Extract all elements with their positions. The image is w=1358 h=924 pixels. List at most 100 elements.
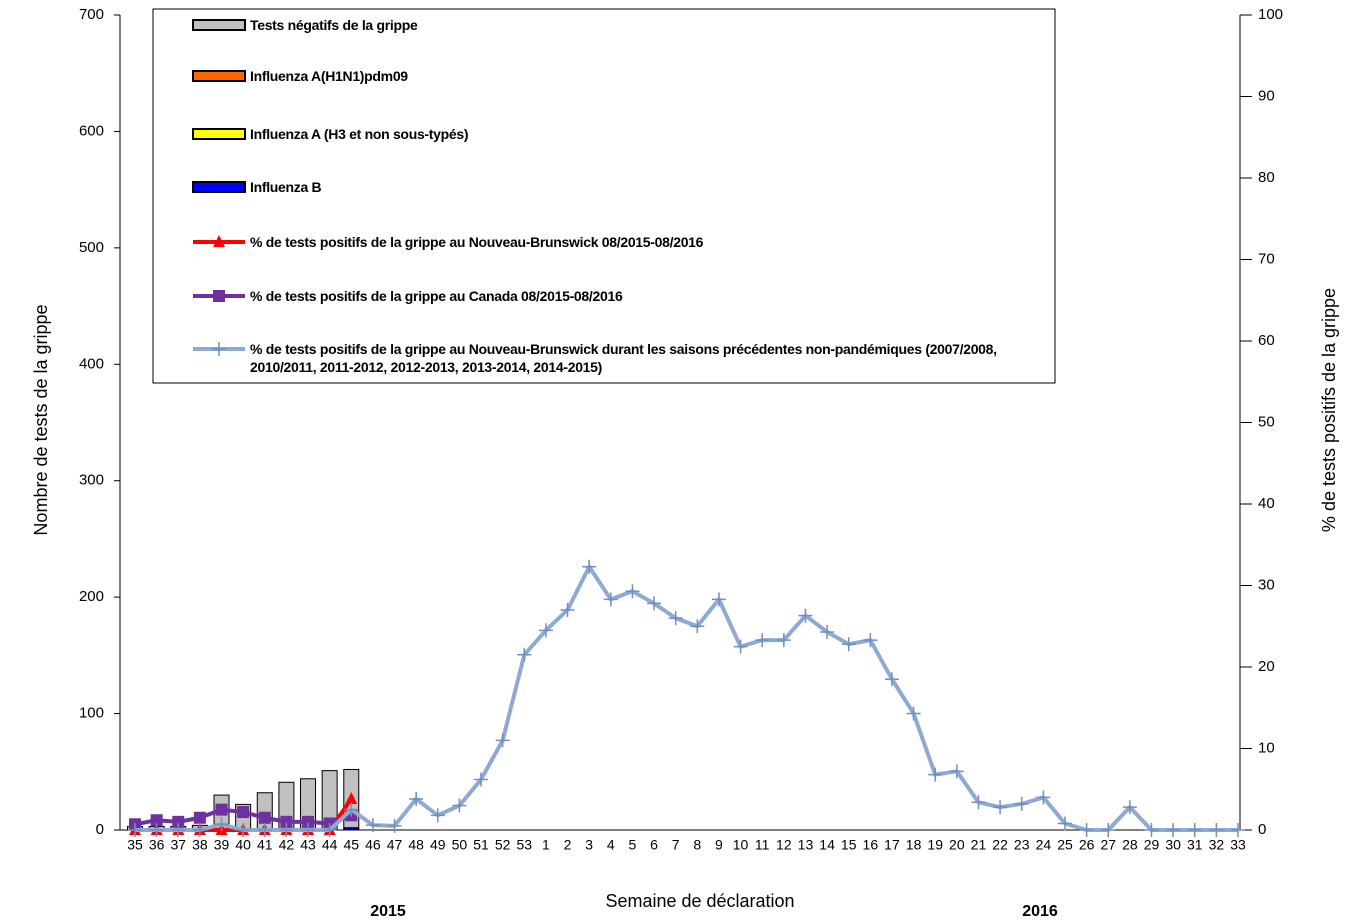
x-tick-label: 41 [257,837,273,853]
marker [668,611,683,626]
legend-swatch [192,128,246,140]
x-tick-label: 4 [607,837,615,853]
x-tick-label: 32 [1209,837,1225,853]
y2-tick-label: 0 [1258,821,1266,838]
marker [1166,823,1181,837]
year-label: 2015 [370,903,406,920]
x-tick-label: 45 [343,837,359,853]
marker [1144,823,1159,837]
x-tick-label: 36 [149,837,165,853]
x-tick-label: 24 [1036,837,1052,853]
x-tick-label: 29 [1144,837,1160,853]
y2-tick-label: 50 [1258,413,1275,430]
marker [237,806,250,819]
marker [1057,816,1072,831]
x-tick-label: 47 [387,837,403,853]
marker [1079,823,1094,837]
marker [215,803,228,816]
y-tick-label: 0 [96,821,104,838]
x-tick-label: 20 [949,837,965,853]
marker [452,798,467,813]
year-label: 2016 [1022,903,1058,920]
marker [345,792,358,805]
x-tick-label: 2 [564,837,572,853]
legend-swatch [192,19,246,31]
marker [1014,796,1029,811]
marker [149,823,164,837]
y2-tick-label: 60 [1258,332,1275,349]
x-tick-label: 25 [1057,837,1073,853]
x-tick-label: 49 [430,837,446,853]
marker [993,800,1008,815]
marker [971,795,986,810]
marker [495,733,510,748]
x-axis-title: Semaine de déclaration [605,891,794,911]
marker [603,592,618,607]
y-tick-label: 200 [79,588,104,605]
x-tick-label: 51 [473,837,489,853]
marker [928,767,943,782]
y2-tick-label: 80 [1258,169,1275,186]
x-tick-label: 12 [776,837,792,853]
x-tick-label: 7 [672,837,680,853]
marker [409,792,424,807]
y-axis-title: Nombre de tests de la grippe [31,304,51,535]
legend-label: Influenza A (H3 et non sous-typés) [250,126,469,142]
x-tick-label: 46 [365,837,381,853]
x-tick-label: 37 [170,837,186,853]
marker [863,633,878,648]
marker [1187,823,1202,837]
x-tick-label: 48 [408,837,424,853]
x-tick-label: 13 [798,837,814,853]
y2-tick-label: 30 [1258,576,1275,593]
marker [582,559,597,574]
marker [1101,823,1116,837]
x-tick-label: 26 [1079,837,1095,853]
x-tick-label: 42 [279,837,295,853]
y-tick-label: 600 [79,122,104,139]
marker [538,623,553,638]
legend-marker [212,342,226,356]
y-tick-label: 700 [79,6,104,23]
legend-label: Influenza B [250,179,322,195]
marker [257,823,272,837]
marker [279,823,294,837]
marker [301,823,316,837]
marker [1036,790,1051,805]
marker [192,823,207,837]
x-tick-label: 27 [1100,837,1116,853]
x-tick-label: 9 [715,837,723,853]
marker [150,814,163,827]
x-tick-label: 3 [585,837,593,853]
x-tick-label: 8 [693,837,701,853]
marker [625,584,640,599]
x-tick-label: 31 [1187,837,1203,853]
marker [365,818,380,833]
y-tick-label: 100 [79,705,104,722]
marker [322,823,337,837]
x-tick-label: 15 [841,837,857,853]
marker [1231,823,1245,837]
y2-tick-label: 20 [1258,658,1275,675]
x-tick-label: 21 [971,837,987,853]
x-tick-label: 17 [884,837,900,853]
legend-swatch [192,181,246,193]
marker [430,808,445,823]
x-tick-label: 14 [819,837,835,853]
x-tick-label: 16 [863,837,879,853]
y2-tick-label: 90 [1258,87,1275,104]
marker [172,815,185,828]
marker [236,823,251,837]
y2-tick-label: 70 [1258,250,1275,267]
marker [560,602,575,617]
x-tick-label: 39 [214,837,230,853]
marker [647,596,662,611]
marker [258,811,271,824]
x-tick-label: 18 [906,837,922,853]
x-tick-label: 19 [927,837,943,853]
legend-marker [213,290,225,302]
marker [171,823,186,837]
x-tick-label: 38 [192,837,208,853]
